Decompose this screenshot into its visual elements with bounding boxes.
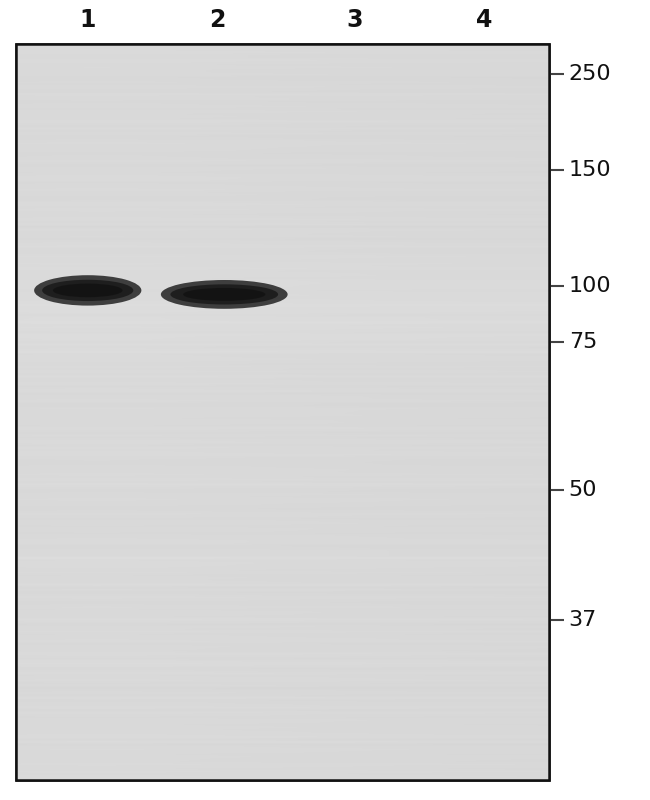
Ellipse shape xyxy=(34,275,142,306)
Ellipse shape xyxy=(53,283,123,298)
Text: 150: 150 xyxy=(569,160,612,180)
Text: 75: 75 xyxy=(569,333,597,352)
Ellipse shape xyxy=(161,280,287,309)
Text: 2: 2 xyxy=(209,8,226,32)
Text: 1: 1 xyxy=(79,8,96,32)
Text: 4: 4 xyxy=(476,8,493,32)
Text: 50: 50 xyxy=(569,480,597,501)
Ellipse shape xyxy=(183,288,265,301)
Text: 37: 37 xyxy=(569,610,597,630)
Text: 100: 100 xyxy=(569,276,612,296)
Text: 3: 3 xyxy=(346,8,363,32)
Text: 250: 250 xyxy=(569,64,612,84)
Bar xyxy=(16,44,549,780)
Ellipse shape xyxy=(42,280,133,301)
Bar xyxy=(16,44,549,780)
Ellipse shape xyxy=(170,284,278,305)
